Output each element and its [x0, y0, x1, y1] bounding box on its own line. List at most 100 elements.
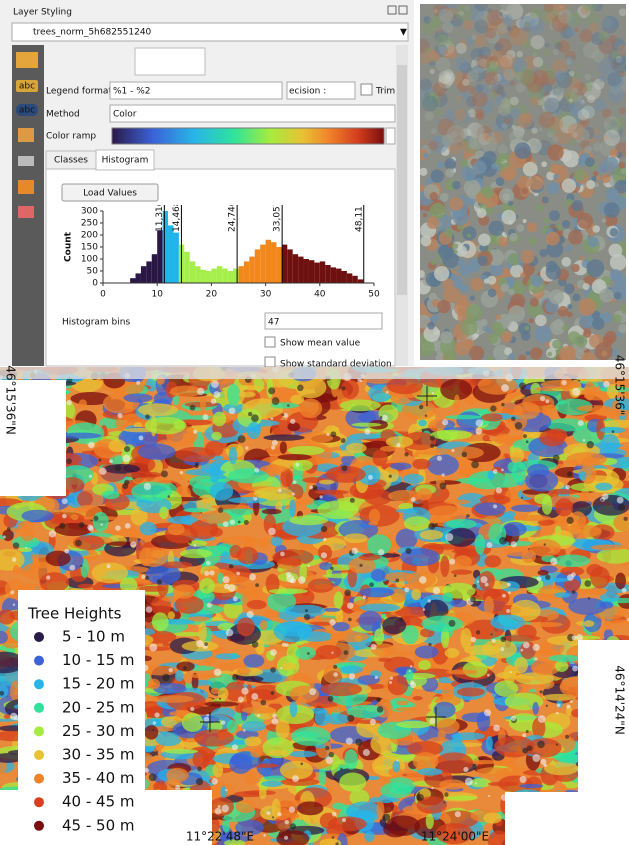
texture-gap: [12, 557, 16, 561]
y-tick-label: 100: [81, 255, 98, 265]
texture-gap: [342, 818, 346, 822]
texture-blob: [245, 771, 257, 785]
texture-blob: [558, 226, 563, 231]
texture-gap: [562, 380, 567, 385]
texture-gap: [493, 504, 497, 508]
texture-gap: [189, 541, 192, 544]
texture-blob: [235, 800, 255, 813]
texture-blob: [498, 237, 508, 247]
texture-gap: [145, 414, 150, 419]
std-checkbox[interactable]: [265, 357, 275, 367]
legend-label: 20 - 25 m: [62, 698, 135, 716]
y-tick-label: 250: [81, 219, 98, 229]
texture-gap: [540, 759, 546, 765]
texture-blob: [615, 117, 626, 128]
texture-gap: [404, 587, 409, 592]
bar: [141, 266, 146, 283]
texture-blob: [445, 648, 460, 658]
method-combo[interactable]: [110, 105, 395, 122]
texture-gap: [99, 468, 106, 475]
texture-blob: [423, 213, 427, 217]
icon-diagram[interactable]: [18, 180, 34, 194]
texture-gap: [194, 544, 197, 547]
texture-gap: [229, 564, 234, 569]
texture-blob: [344, 533, 368, 543]
texture-blob: [417, 768, 443, 776]
texture-gap: [245, 446, 248, 449]
mean-checkbox[interactable]: [265, 337, 275, 347]
texture-gap: [439, 482, 446, 489]
texture-blob: [544, 218, 549, 223]
texture-gap: [587, 441, 594, 448]
texture-blob: [619, 8, 627, 16]
texture-gap: [371, 644, 377, 650]
texture-blob: [547, 429, 568, 442]
icon-3d[interactable]: [18, 128, 34, 142]
icon-label: abc: [19, 82, 35, 92]
color-ramp[interactable]: [112, 128, 384, 144]
texture-blob: [494, 43, 502, 51]
texture-gap: [196, 778, 203, 785]
texture-blob: [421, 236, 432, 247]
texture-gap: [567, 517, 574, 524]
x-tick-label: 30: [260, 290, 272, 300]
texture-gap: [537, 741, 545, 749]
texture-gap: [583, 439, 586, 442]
texture-gap: [214, 669, 222, 677]
texture-blob: [554, 592, 570, 598]
bar: [352, 276, 357, 283]
icon-mask[interactable]: [18, 156, 34, 166]
texture-blob: [419, 168, 427, 176]
icon-history[interactable]: [18, 206, 34, 218]
method: Color: [113, 110, 137, 120]
ramp-button[interactable]: [386, 128, 395, 144]
texture-blob: [590, 545, 626, 551]
texture-blob: [40, 572, 70, 592]
texture-gap: [352, 548, 358, 554]
label: Legend format: [46, 87, 112, 97]
texture-blob: [424, 111, 434, 121]
texture-blob: [525, 470, 558, 492]
texture-gap: [297, 384, 304, 391]
texture-blob: [610, 228, 619, 237]
icon-brush[interactable]: [16, 52, 38, 68]
bar: [293, 254, 298, 283]
texture-gap: [326, 433, 329, 436]
texture-blob: [437, 162, 444, 169]
texture-blob: [501, 331, 512, 342]
texture-gap: [46, 575, 50, 579]
bar: [206, 271, 211, 283]
texture-blob: [532, 702, 539, 715]
texture-blob: [613, 167, 628, 182]
texture-gap: [537, 576, 542, 581]
texture-gap: [340, 768, 343, 771]
texture-blob: [474, 108, 484, 118]
coord-label: 11°24'00"E: [421, 830, 489, 844]
texture-gap: [430, 435, 435, 440]
texture-blob: [503, 69, 515, 81]
texture-blob: [460, 265, 472, 277]
texture-blob: [485, 136, 492, 143]
texture-gap: [223, 521, 229, 527]
texture-blob: [378, 658, 392, 662]
scroll-thumb[interactable]: [397, 65, 407, 295]
texture-blob: [579, 29, 592, 42]
bins-input[interactable]: [265, 313, 382, 329]
bar: [239, 266, 244, 283]
texture-gap: [344, 589, 351, 596]
texture-blob: [486, 356, 493, 363]
texture-blob: [359, 554, 381, 560]
texture-gap: [229, 407, 236, 414]
texture-gap: [404, 452, 408, 456]
texture-blob: [289, 515, 328, 525]
texture-blob: [497, 57, 510, 70]
texture-gap: [115, 465, 122, 472]
texture-gap: [277, 812, 281, 816]
bar: [222, 269, 227, 283]
texture-blob: [535, 204, 542, 211]
texture-blob: [417, 270, 425, 278]
texture-blob: [290, 701, 298, 717]
texture-blob: [604, 130, 620, 146]
texture-gap: [432, 392, 434, 394]
trim-checkbox[interactable]: [361, 84, 372, 95]
